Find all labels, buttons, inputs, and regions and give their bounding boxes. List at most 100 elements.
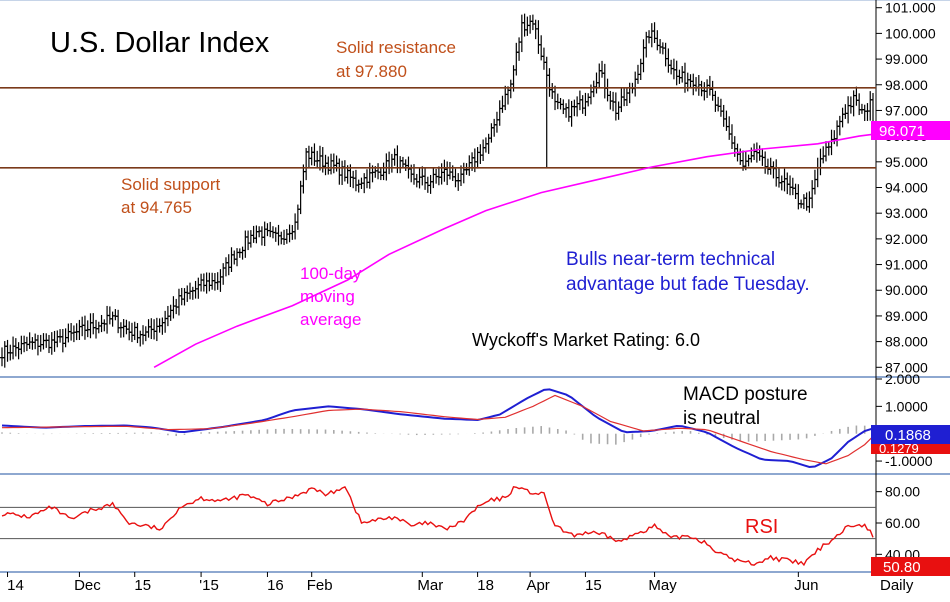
rsi-last-value: 50.80: [883, 559, 921, 576]
price-bar: [80, 316, 85, 337]
price-bar: [547, 68, 552, 97]
price-bar: [691, 73, 696, 96]
price-bar: [47, 334, 52, 354]
price-bar: [116, 309, 121, 334]
price-bar: [400, 156, 405, 169]
price-overlays: [0, 87, 876, 368]
price-tick-label: 97.000: [885, 102, 928, 118]
price-bar: [279, 231, 284, 245]
price-bar: [168, 304, 173, 321]
x-tick-label: Jun: [794, 577, 818, 594]
price-bar: [508, 79, 513, 99]
price-bar: [605, 78, 610, 102]
price-bar: [262, 221, 267, 247]
price-bar: [705, 79, 710, 98]
price-bar: [329, 153, 334, 175]
price-bar: [641, 39, 646, 73]
price-bar: [616, 101, 621, 120]
price-bar: [0, 347, 4, 367]
price-tick-label: 87.000: [885, 359, 928, 375]
price-bar: [265, 223, 270, 237]
price-bar: [113, 309, 118, 321]
x-tick-label: 15: [585, 577, 602, 594]
price-bar: [154, 317, 159, 342]
x-tick-label: Apr: [526, 577, 549, 594]
price-bar: [135, 323, 140, 344]
price-bar: [193, 280, 198, 299]
price-bar: [600, 60, 605, 78]
price-bar: [5, 339, 10, 362]
price-bar: [248, 230, 253, 248]
price-bar: [317, 145, 322, 171]
price-bar: [367, 162, 372, 189]
price-bar: [461, 162, 466, 184]
price-bar: [583, 92, 588, 117]
price-bar: [815, 157, 820, 188]
price-bar: [356, 179, 361, 193]
price-bar: [644, 31, 649, 58]
price-bar: [251, 225, 256, 243]
price-tick-label: 100.000: [885, 25, 936, 41]
price-bar: [315, 150, 320, 168]
ma-label-line3: average: [300, 310, 361, 329]
price-bar: [823, 141, 828, 162]
macd-partial-value: 0.1279: [879, 441, 919, 456]
price-bar: [107, 306, 112, 325]
price-bar: [541, 47, 546, 70]
price-bar: [52, 330, 57, 352]
price-bar: [558, 97, 563, 110]
price-bar: [2, 341, 7, 368]
period-label: Daily: [880, 577, 914, 594]
price-bar: [221, 263, 226, 285]
macd-partial-badge: [871, 441, 950, 454]
price-bar: [196, 277, 201, 299]
price-bar: [69, 323, 74, 341]
rsi-tick-label: 60.00: [885, 515, 920, 531]
price-bar: [774, 159, 779, 187]
price-bar: [566, 99, 571, 122]
price-bar: [152, 319, 157, 340]
price-bar: [35, 334, 40, 356]
price-bar: [105, 305, 110, 334]
price-bar: [102, 319, 107, 332]
price-bar: [677, 69, 682, 84]
price-bar: [304, 147, 309, 181]
panel-frames: [0, 0, 950, 573]
price-bar: [138, 330, 143, 347]
price-bar: [483, 137, 488, 153]
price-bar: [776, 167, 781, 188]
price-bar: [337, 158, 342, 185]
price-bar: [865, 103, 870, 121]
price-bar: [707, 75, 712, 96]
price-bar: [453, 168, 458, 188]
price-bar: [771, 161, 776, 179]
price-bar: [494, 111, 499, 133]
price-bar: [763, 151, 768, 174]
price-bar: [376, 163, 381, 180]
price-tick-label: 89.000: [885, 308, 928, 324]
price-bar: [525, 16, 530, 36]
price-tick-label: 95.000: [885, 154, 928, 170]
resistance-label-line1: Solid resistance: [336, 38, 456, 57]
price-bar: [207, 272, 212, 292]
price-bar: [132, 321, 137, 341]
price-bar: [243, 230, 248, 258]
price-bar: [259, 226, 264, 246]
price-bar: [353, 169, 358, 192]
price-bar: [232, 250, 237, 265]
price-bar: [257, 226, 262, 238]
price-bar: [201, 273, 206, 292]
price-bar: [782, 168, 787, 192]
price-bar: [500, 95, 505, 113]
price-bar: [392, 148, 397, 166]
price-bar: [33, 333, 38, 350]
price-bar: [212, 273, 217, 291]
macd-series-signal: [1, 394, 874, 465]
price-bar: [387, 151, 392, 175]
price-bar: [832, 130, 837, 145]
price-bar: [528, 15, 533, 34]
price-bar: [647, 30, 652, 44]
price-bar: [727, 116, 732, 140]
rsi-label: RSI: [745, 516, 778, 538]
